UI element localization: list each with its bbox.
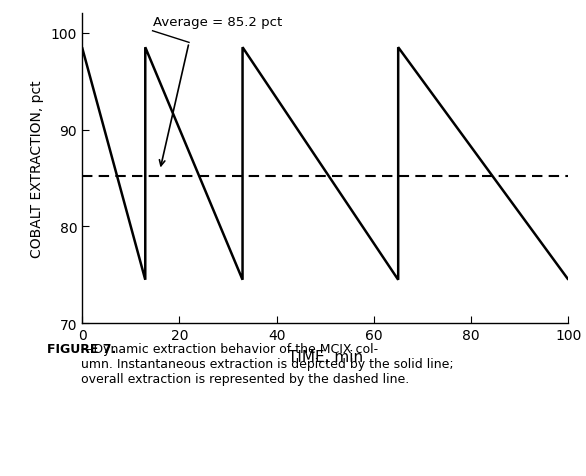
X-axis label: TIME, min: TIME, min bbox=[288, 349, 363, 365]
Text: Average = 85.2 pct: Average = 85.2 pct bbox=[152, 16, 282, 29]
Text: FIGURE 7.: FIGURE 7. bbox=[47, 343, 116, 356]
Y-axis label: COBALT EXTRACTION, pct: COBALT EXTRACTION, pct bbox=[30, 80, 44, 258]
Text: —Dynamic extraction behavior of the MCIX col-
umn. Instantaneous extraction is d: —Dynamic extraction behavior of the MCIX… bbox=[81, 343, 454, 386]
